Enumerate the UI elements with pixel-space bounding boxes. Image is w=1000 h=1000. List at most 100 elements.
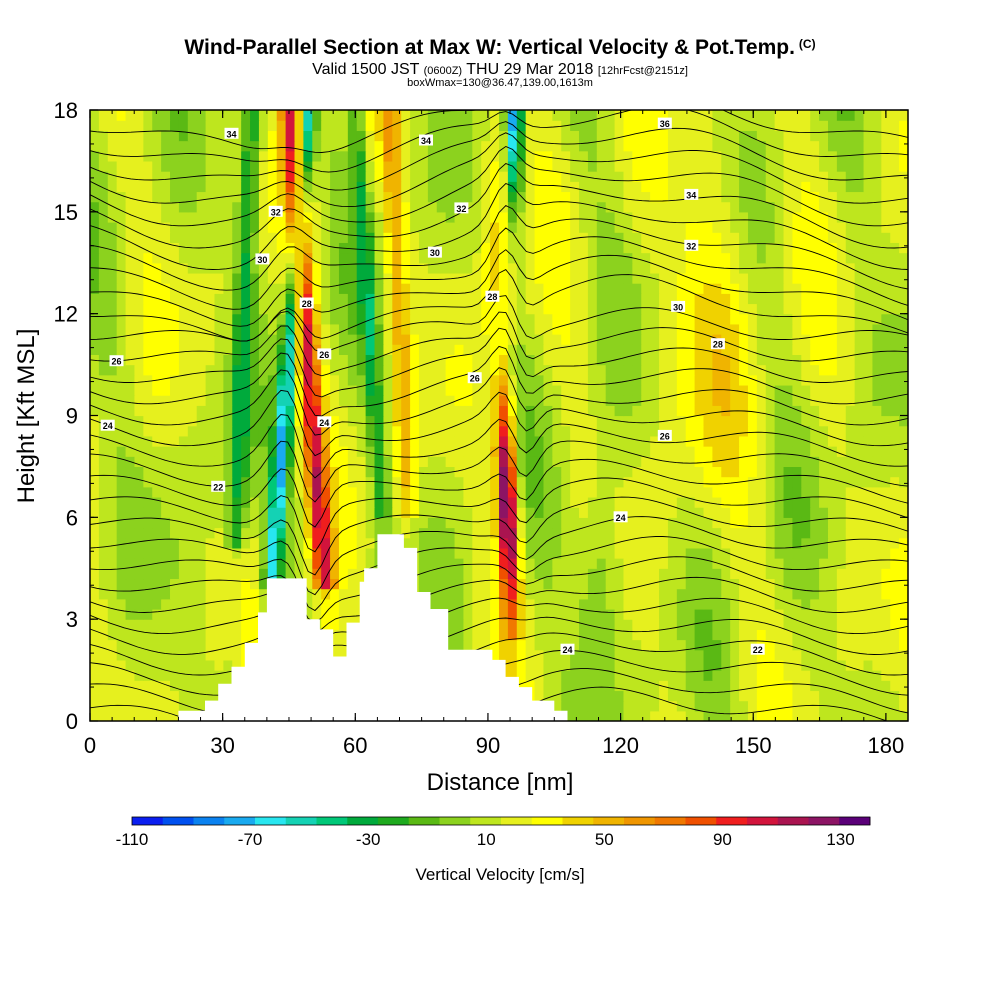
- velocity-cell: [454, 313, 465, 325]
- velocity-cell: [170, 384, 180, 396]
- velocity-cell: [152, 446, 162, 457]
- velocity-cell: [614, 354, 625, 366]
- velocity-cell: [685, 710, 696, 721]
- velocity-cell: [587, 344, 598, 355]
- velocity-cell: [116, 710, 127, 721]
- velocity-cell: [632, 262, 642, 274]
- velocity-cell: [401, 435, 411, 447]
- velocity-cell: [827, 374, 838, 386]
- velocity-cell: [623, 598, 633, 610]
- velocity-cell: [810, 344, 820, 355]
- velocity-cell: [792, 323, 802, 335]
- velocity-cell: [756, 191, 767, 203]
- velocity-cell: [161, 334, 171, 345]
- velocity-cell: [899, 395, 908, 406]
- velocity-cell: [525, 344, 536, 355]
- velocity-cell: [152, 354, 162, 366]
- velocity-cell: [250, 313, 260, 325]
- velocity-cell: [98, 659, 109, 671]
- velocity-cell: [827, 537, 838, 549]
- velocity-cell: [836, 242, 847, 254]
- velocity-cell: [783, 435, 794, 447]
- velocity-cell: [747, 517, 758, 529]
- velocity-cell: [845, 201, 856, 213]
- velocity-cell: [596, 639, 607, 651]
- velocity-cell: [196, 425, 207, 437]
- velocity-cell: [641, 272, 651, 284]
- velocity-cell: [747, 476, 758, 488]
- velocity-cell: [90, 405, 100, 417]
- velocity-cell: [765, 598, 776, 610]
- velocity-cell: [436, 446, 447, 457]
- velocity-cell: [250, 578, 260, 590]
- velocity-cell: [143, 395, 153, 406]
- velocity-cell: [223, 517, 233, 529]
- velocity-cell: [285, 517, 296, 529]
- velocity-cell: [410, 425, 420, 437]
- velocity-cell: [570, 303, 580, 315]
- velocity-cell: [623, 547, 633, 559]
- velocity-cell: [499, 313, 509, 325]
- velocity-cell: [845, 537, 856, 549]
- velocity-cell: [267, 486, 278, 498]
- velocity-cell: [258, 537, 269, 549]
- velocity-cell: [774, 527, 785, 539]
- velocity-cell: [579, 415, 589, 427]
- velocity-cell: [418, 496, 429, 508]
- velocity-cell: [321, 446, 331, 457]
- velocity-cell: [107, 334, 118, 345]
- velocity-cell: [836, 547, 847, 559]
- velocity-cell: [427, 262, 438, 274]
- velocity-cell: [285, 313, 296, 325]
- velocity-cell: [241, 160, 251, 172]
- velocity-cell: [454, 456, 465, 468]
- velocity-cell: [561, 476, 571, 488]
- velocity-cell: [392, 191, 402, 203]
- velocity-cell: [98, 435, 109, 447]
- velocity-cell: [739, 334, 749, 345]
- velocity-cell: [383, 283, 393, 294]
- velocity-cell: [267, 303, 278, 315]
- velocity-cell: [783, 527, 794, 539]
- velocity-cell: [383, 201, 393, 213]
- velocity-cell: [294, 435, 304, 447]
- velocity-cell: [801, 588, 811, 600]
- velocity-cell: [143, 262, 153, 274]
- velocity-cell: [356, 232, 367, 243]
- velocity-cell: [596, 680, 607, 692]
- velocity-cell: [756, 690, 767, 702]
- velocity-cell: [330, 344, 340, 355]
- velocity-cell: [596, 619, 607, 630]
- velocity-cell: [250, 283, 260, 294]
- velocity-cell: [418, 242, 429, 254]
- velocity-cell: [490, 619, 500, 630]
- velocity-cell: [650, 690, 660, 702]
- velocity-cell: [267, 222, 278, 233]
- velocity-cell: [107, 547, 118, 559]
- velocity-cell: [161, 191, 171, 203]
- velocity-cell: [312, 222, 322, 233]
- velocity-cell: [792, 344, 802, 355]
- velocity-cell: [125, 171, 136, 182]
- velocity-cell: [214, 649, 224, 661]
- velocity-cell: [543, 334, 553, 345]
- velocity-cell: [801, 354, 811, 366]
- velocity-cell: [463, 242, 473, 254]
- velocity-cell: [579, 425, 589, 437]
- velocity-cell: [250, 160, 260, 172]
- velocity-cell: [338, 486, 349, 498]
- velocity-cell: [596, 527, 607, 539]
- velocity-cell: [792, 211, 802, 223]
- velocity-cell: [676, 649, 687, 661]
- velocity-cell: [730, 334, 740, 345]
- velocity-cell: [125, 384, 136, 396]
- velocity-cell: [596, 588, 607, 600]
- velocity-cell: [676, 354, 687, 366]
- velocity-cell: [223, 323, 233, 335]
- velocity-cell: [659, 466, 669, 478]
- velocity-cell: [641, 578, 651, 590]
- velocity-cell: [534, 496, 545, 508]
- velocity-cell: [881, 608, 891, 620]
- velocity-cell: [330, 527, 340, 539]
- velocity-cell: [730, 303, 740, 315]
